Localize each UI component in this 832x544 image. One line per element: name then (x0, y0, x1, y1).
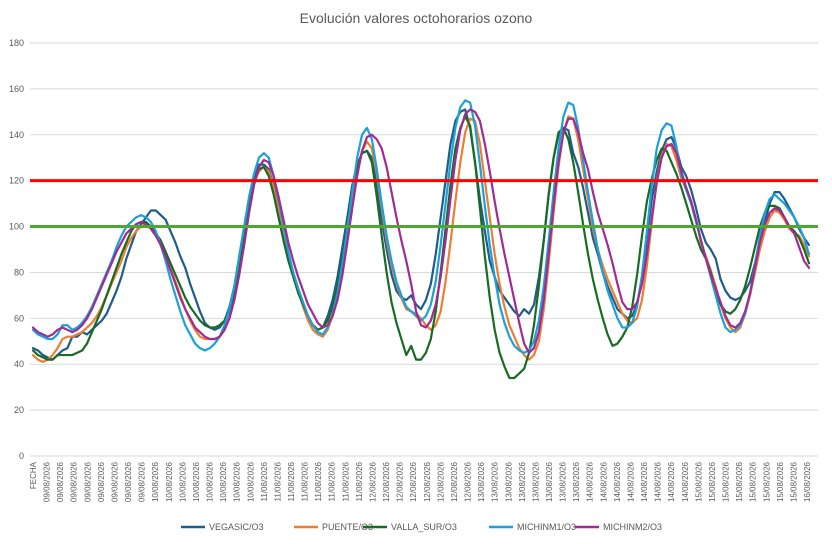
x-tick-label: 11/08/2026 (328, 461, 337, 501)
x-tick-label: 15/08/2026 (762, 461, 771, 502)
x-tick-label: 09/08/2026 (56, 461, 65, 502)
x-tick-label: 09/08/2026 (97, 461, 106, 502)
x-tick-label: 09/08/2026 (83, 461, 92, 502)
x-tick-label: 14/08/2026 (626, 461, 635, 502)
x-tick-label: 12/08/2026 (396, 461, 405, 502)
x-tick-label: 11/08/2026 (273, 461, 282, 501)
x-tick-label: 10/08/2026 (151, 461, 160, 502)
x-tick-label: 13/08/2026 (572, 461, 581, 502)
x-tick-label: FECHA (29, 461, 38, 489)
x-tick-label: 12/08/2026 (464, 461, 473, 502)
y-tick-label: 160 (9, 84, 24, 94)
x-tick-label: 11/08/2026 (260, 461, 269, 501)
x-tick-label: 14/08/2026 (681, 461, 690, 502)
x-tick-label: 11/08/2026 (287, 461, 296, 501)
legend-item: MICHINM1/O3 (489, 522, 576, 532)
legend-label: PUENTE/O3 (322, 522, 373, 532)
x-tick-label: 15/08/2026 (789, 461, 798, 502)
x-tick-label: 13/08/2026 (504, 461, 513, 502)
x-tick-label: 14/08/2026 (654, 461, 663, 502)
y-tick-label: 60 (14, 313, 24, 323)
y-tick-label: 180 (9, 38, 24, 48)
x-tick-label: 09/08/2026 (110, 461, 119, 502)
x-tick-label: 10/08/2026 (178, 461, 187, 502)
x-tick-label: 14/08/2026 (640, 461, 649, 502)
legend-item: VALLA_SUR/O3 (363, 522, 457, 532)
x-tick-label: 09/08/2026 (43, 461, 52, 502)
y-tick-label: 20 (14, 405, 24, 415)
legend-label: VEGASIC/O3 (209, 522, 264, 532)
x-tick-label: 15/08/2026 (776, 461, 785, 502)
x-tick-label: 13/08/2026 (491, 461, 500, 502)
x-tick-label: 09/08/2026 (138, 461, 147, 502)
legend-item: MICHINM2/O3 (575, 522, 662, 532)
x-axis: FECHA 09/08/2026 09/08/2026 09/08/2026 09/08… (29, 461, 812, 502)
x-tick-label: 11/08/2026 (355, 461, 364, 501)
x-tick-label: 11/08/2026 (341, 461, 350, 501)
y-tick-label: 80 (14, 267, 24, 277)
x-tick-label: 13/08/2026 (559, 461, 568, 502)
x-tick-label: 11/08/2026 (301, 461, 310, 501)
series-line-michinm2-o3 (31, 108, 811, 354)
y-tick-label: 120 (9, 176, 24, 186)
x-tick-label: 15/08/2026 (722, 461, 731, 502)
x-tick-label: 14/08/2026 (667, 461, 676, 502)
x-tick-label: 11/08/2026 (314, 461, 323, 501)
x-tick-label: 13/08/2026 (518, 461, 527, 502)
reference-lines (30, 179, 818, 229)
x-tick-label: 10/08/2026 (192, 461, 201, 502)
y-tick-label: 40 (14, 359, 24, 369)
x-tick-label: 14/08/2026 (599, 461, 608, 502)
x-tick-label: 12/08/2026 (368, 461, 377, 502)
x-tick-label: 09/08/2026 (70, 461, 79, 502)
series-lines (31, 99, 811, 380)
legend-item: PUENTE/O3 (294, 522, 373, 532)
series-line-valla-sur-o3 (31, 115, 811, 380)
x-tick-label: 13/08/2026 (531, 461, 540, 502)
legend-label: VALLA_SUR/O3 (391, 522, 457, 532)
x-tick-label: 14/08/2026 (586, 461, 595, 502)
x-tick-label: 10/08/2026 (219, 461, 228, 502)
x-tick-label: 15/08/2026 (749, 461, 758, 502)
y-tick-label: 0 (19, 451, 24, 461)
x-tick-label: 12/08/2026 (382, 461, 391, 502)
legend-label: MICHINM1/O3 (517, 522, 576, 532)
x-tick-label: 13/08/2026 (545, 461, 554, 502)
x-tick-label: 13/08/2026 (477, 461, 486, 502)
y-tick-label: 100 (9, 222, 24, 232)
x-tick-label: 10/08/2026 (165, 461, 174, 502)
x-tick-label: 15/08/2026 (694, 461, 703, 502)
chart-title: Evolución valores octohorarios ozono (300, 10, 533, 26)
x-tick-label: 10/08/2026 (233, 461, 242, 502)
x-tick-label: 10/08/2026 (206, 461, 215, 502)
x-tick-label: 16/08/2026 (803, 461, 812, 502)
y-axis: 0 20 40 60 80 100 120 140 160 180 (9, 38, 24, 461)
x-tick-label: 12/08/2026 (409, 461, 418, 502)
legend: VEGASIC/O3 PUENTE/O3 VALLA_SUR/O3 MICHINM1/… (181, 522, 662, 532)
x-tick-label: 09/08/2026 (124, 461, 133, 502)
legend-label: MICHINM2/O3 (603, 522, 662, 532)
x-tick-label: 15/08/2026 (735, 461, 744, 502)
x-tick-label: 12/08/2026 (423, 461, 432, 502)
x-tick-label: 10/08/2026 (246, 461, 255, 502)
x-tick-label: 12/08/2026 (450, 461, 459, 502)
y-tick-label: 140 (9, 130, 24, 140)
legend-item: VEGASIC/O3 (181, 522, 264, 532)
x-tick-label: 14/08/2026 (613, 461, 622, 502)
x-tick-label: 15/08/2026 (708, 461, 717, 502)
x-tick-label: 12/08/2026 (436, 461, 445, 502)
